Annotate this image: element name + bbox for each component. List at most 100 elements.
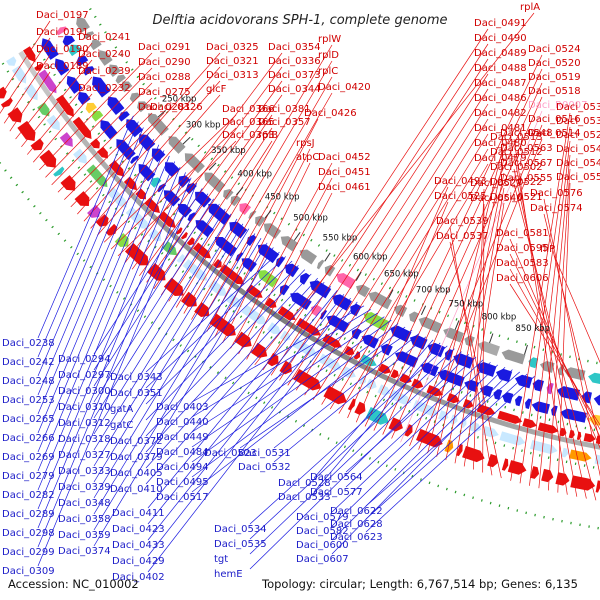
reverse-gene-inner xyxy=(165,162,180,178)
forward-gene-inner xyxy=(212,258,222,269)
gene-label-top: Daci_0576 xyxy=(530,188,583,199)
tick-label: 750 kbp xyxy=(448,300,483,310)
gene-label-top: Daci_0488 xyxy=(474,63,527,74)
feature-band-inner xyxy=(501,349,526,365)
leader-line-top xyxy=(9,71,51,132)
leader-line-bottom xyxy=(147,290,338,525)
gene-label-top: Daci_0548 xyxy=(500,128,553,139)
leader-line-bottom xyxy=(249,345,448,525)
reverse-gene xyxy=(91,110,104,122)
forward-gene-inner xyxy=(522,418,537,429)
leader-line-bottom xyxy=(239,330,413,449)
leader-line-bottom xyxy=(145,260,293,405)
gene-label-top: Daci_0373 xyxy=(268,70,321,81)
leader-line-bottom xyxy=(37,166,181,510)
feature-band-inner xyxy=(120,81,133,93)
feature-band-inner xyxy=(299,249,318,265)
feature-band xyxy=(438,410,449,421)
reverse-gene xyxy=(100,120,118,140)
leader-line-top xyxy=(222,162,311,344)
gene-label-top: Daci_0544 xyxy=(556,144,600,155)
leader-line-bottom xyxy=(145,251,280,373)
gene-label-bottom: Daci_0348 xyxy=(58,498,111,509)
reverse-gene xyxy=(588,414,600,426)
leader-line-bottom xyxy=(93,242,268,531)
feature-band-inner xyxy=(168,136,186,154)
gene-label-top: Daci_0514 xyxy=(528,128,581,139)
gene-label-bottom: Daci_0282 xyxy=(2,490,55,501)
feature-band-inner xyxy=(255,215,266,227)
gene-label-bottom: Daci_0449 xyxy=(156,432,209,443)
reverse-gene xyxy=(257,270,279,288)
gene-label-top: Daci_0525 xyxy=(434,191,487,202)
forward-gene-inner xyxy=(219,264,245,285)
gene-label-top: Daci_0490 xyxy=(474,33,527,44)
leader-line-top xyxy=(103,114,237,243)
gene-label-top: rplD xyxy=(318,50,339,61)
leader-line-top xyxy=(436,157,505,457)
gene-label-bottom: Daci_0564 xyxy=(310,472,363,483)
gene-label-bottom: Daci_0359 xyxy=(58,530,111,541)
leader-line-top xyxy=(117,140,237,257)
gene-label-bottom: Daci_0528 xyxy=(278,478,331,489)
gene-label-top: Daci_R0007 xyxy=(528,100,588,111)
forward-gene xyxy=(347,398,356,411)
leader-line-top xyxy=(304,103,489,396)
gene-label-bottom: Daci_0403 xyxy=(156,402,209,413)
leader-line-bottom xyxy=(331,362,491,513)
forward-gene xyxy=(555,472,570,486)
reverse-gene-inner xyxy=(332,294,352,311)
gene-label-top: Daci_0527 xyxy=(470,178,523,189)
leader-line-top xyxy=(32,93,93,163)
leader-line-top xyxy=(338,163,489,414)
leader-line-top xyxy=(355,201,449,423)
leader-line-bottom xyxy=(93,228,250,483)
leader-line-top xyxy=(51,82,153,186)
gene-label-top: Daci_0537 xyxy=(436,231,489,242)
leader-line-bottom xyxy=(145,273,312,453)
tick-label: 650 kbp xyxy=(384,270,419,280)
gene-label-top: fliP xyxy=(540,244,555,255)
gene-label-top: Daci_0529 xyxy=(556,130,600,141)
reverse-gene xyxy=(525,398,532,409)
gene-label-top: Daci_0461 xyxy=(318,182,371,193)
gene-label-top: Daci_0521 xyxy=(490,192,543,203)
leader-line-top xyxy=(70,112,165,208)
dotted-ring xyxy=(89,7,600,365)
leader-line-bottom xyxy=(313,342,441,493)
feature-band xyxy=(594,454,600,465)
gene-label-top: Daci_0480 xyxy=(474,138,527,149)
leader-line-bottom xyxy=(37,127,144,377)
reverse-gene-inner xyxy=(299,272,310,285)
feature-band xyxy=(460,418,467,428)
feature-band-inner xyxy=(368,291,393,310)
feature-band-inner xyxy=(409,311,420,323)
feature-band-inner xyxy=(418,316,442,334)
forward-gene xyxy=(17,120,36,142)
leader-line-top xyxy=(168,140,273,302)
gene-label-top: Daci_0518 xyxy=(528,86,581,97)
feature-band-inner xyxy=(588,372,600,384)
forward-gene xyxy=(209,313,236,337)
gene-label-bottom: Daci_0310 xyxy=(58,402,111,413)
leader-line-top xyxy=(0,20,51,98)
forward-gene-inner xyxy=(175,227,183,235)
gene-label-top: Daci_0357 xyxy=(258,117,311,128)
forward-gene-inner xyxy=(144,197,160,214)
gene-label-bottom: Daci_0289 xyxy=(2,509,55,520)
tick-mark xyxy=(293,232,301,241)
gene-label-bottom: Daci_0248 xyxy=(2,376,55,387)
leader-line-top xyxy=(27,76,93,155)
leader-line-top xyxy=(230,162,333,349)
leader-line-top xyxy=(529,140,571,486)
reverse-gene xyxy=(195,220,214,238)
label-leader-lines xyxy=(0,12,600,573)
leader-line-bottom xyxy=(37,150,165,453)
leader-line-top xyxy=(557,182,571,493)
gene-label-bottom: Daci_0579 xyxy=(296,512,349,523)
gene-label-top: Daci_0487 xyxy=(474,78,527,89)
leader-line-top xyxy=(198,92,333,326)
gene-label-top: Daci_0530 xyxy=(556,116,600,127)
forward-gene-inner xyxy=(23,46,36,63)
leader-line-top xyxy=(449,226,493,476)
